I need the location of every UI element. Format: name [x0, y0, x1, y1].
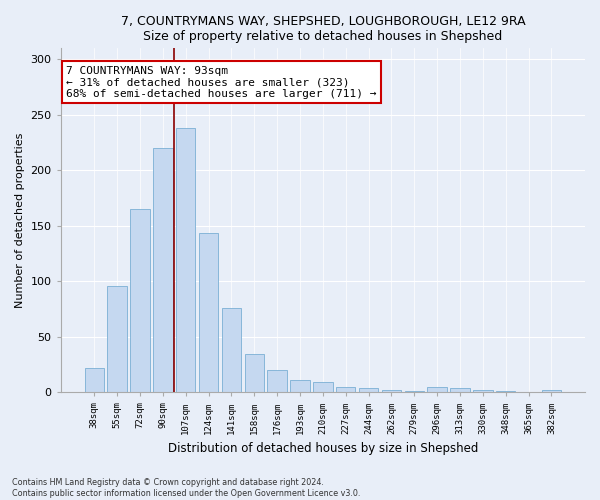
Bar — [290, 380, 310, 392]
Bar — [107, 286, 127, 393]
X-axis label: Distribution of detached houses by size in Shepshed: Distribution of detached houses by size … — [167, 442, 478, 455]
Text: Contains HM Land Registry data © Crown copyright and database right 2024.
Contai: Contains HM Land Registry data © Crown c… — [12, 478, 361, 498]
Bar — [450, 388, 470, 392]
Bar — [176, 128, 196, 392]
Bar — [268, 370, 287, 392]
Bar — [245, 354, 264, 393]
Bar — [85, 368, 104, 392]
Bar — [542, 390, 561, 392]
Bar — [153, 148, 173, 392]
Bar — [427, 387, 447, 392]
Bar — [359, 388, 378, 392]
Bar — [130, 210, 149, 392]
Bar — [313, 382, 332, 392]
Y-axis label: Number of detached properties: Number of detached properties — [15, 132, 25, 308]
Text: 7 COUNTRYMANS WAY: 93sqm
← 31% of detached houses are smaller (323)
68% of semi-: 7 COUNTRYMANS WAY: 93sqm ← 31% of detach… — [66, 66, 376, 98]
Bar — [336, 387, 355, 392]
Title: 7, COUNTRYMANS WAY, SHEPSHED, LOUGHBOROUGH, LE12 9RA
Size of property relative t: 7, COUNTRYMANS WAY, SHEPSHED, LOUGHBOROU… — [121, 15, 525, 43]
Bar — [382, 390, 401, 392]
Bar — [473, 390, 493, 392]
Bar — [199, 232, 218, 392]
Bar — [221, 308, 241, 392]
